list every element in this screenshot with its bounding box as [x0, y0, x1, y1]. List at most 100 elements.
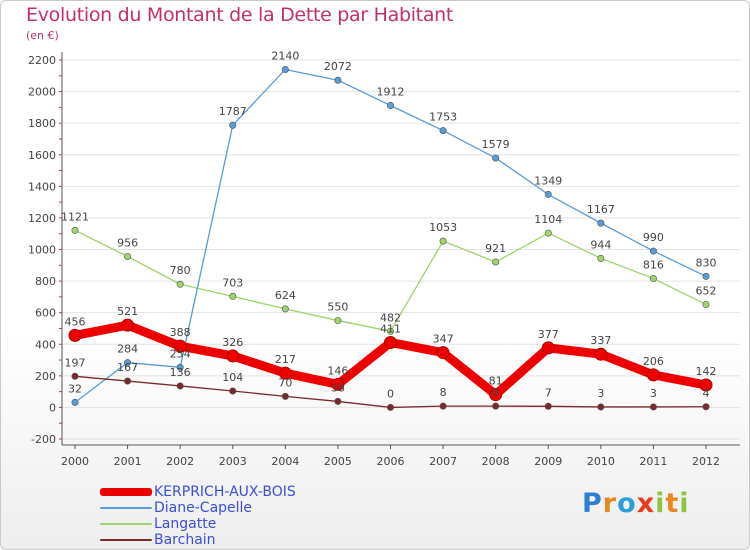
- data-point: [334, 397, 342, 405]
- data-label: 136: [170, 366, 191, 379]
- data-point: [439, 237, 447, 245]
- data-label: 8: [492, 386, 499, 399]
- data-point: [331, 377, 345, 391]
- data-point: [71, 226, 79, 234]
- data-point: [489, 388, 503, 402]
- data-point: [173, 339, 187, 353]
- data-label: 780: [170, 264, 191, 277]
- data-point: [229, 387, 237, 395]
- y-tick-label: 1200: [28, 212, 56, 225]
- data-label: 482: [380, 311, 401, 324]
- y-tick-label: 2000: [28, 86, 56, 99]
- x-tick-label: 2001: [114, 455, 142, 468]
- data-label: 1053: [429, 221, 457, 234]
- data-label: 167: [117, 361, 138, 374]
- data-label: 32: [68, 382, 82, 395]
- legend-swatch: [100, 507, 152, 509]
- data-point: [597, 219, 605, 227]
- logo-letter: t: [665, 488, 680, 519]
- data-label: 456: [65, 315, 86, 328]
- legend-swatch: [100, 539, 152, 541]
- data-label: 197: [65, 356, 86, 369]
- x-tick-label: 2011: [639, 455, 667, 468]
- data-point: [597, 254, 605, 262]
- x-tick-label: 2004: [271, 455, 299, 468]
- data-point: [229, 121, 237, 129]
- data-point: [281, 305, 289, 313]
- legend-swatch: [100, 488, 152, 496]
- x-tick-label: 2006: [377, 455, 405, 468]
- data-point: [176, 382, 184, 390]
- data-point: [649, 247, 657, 255]
- data-label: 2140: [271, 49, 299, 62]
- data-point: [334, 76, 342, 84]
- logo-letter: i: [679, 488, 690, 519]
- data-point: [386, 327, 394, 335]
- data-point: [124, 252, 132, 260]
- data-point: [226, 349, 240, 363]
- data-point: [702, 403, 710, 411]
- data-point: [544, 229, 552, 237]
- data-label: 652: [696, 284, 717, 297]
- data-label: 624: [275, 289, 296, 302]
- data-label: 1121: [61, 210, 89, 223]
- x-tick-label: 2002: [166, 455, 194, 468]
- data-point: [386, 403, 394, 411]
- data-label: 550: [327, 301, 348, 314]
- data-label: 1787: [219, 105, 247, 118]
- data-point: [492, 402, 500, 410]
- data-point: [646, 368, 660, 382]
- data-label: 7: [545, 386, 552, 399]
- axes: -200 0 200 400 600 800 1000 1200 1400 1600 1800 200…: [28, 52, 740, 468]
- data-label: 1104: [534, 213, 562, 226]
- data-point: [597, 403, 605, 411]
- x-tick-label: 2009: [534, 455, 562, 468]
- data-label: 104: [222, 371, 243, 384]
- data-label: 146: [327, 364, 348, 377]
- data-point: [436, 346, 450, 360]
- data-point: [699, 378, 713, 392]
- legend-item: Diane-Capelle: [100, 500, 360, 516]
- data-point: [702, 272, 710, 280]
- x-tick-label: 2012: [692, 455, 720, 468]
- data-label: 388: [170, 326, 191, 339]
- data-label: 411: [380, 323, 401, 336]
- unit-label: (en €): [26, 29, 59, 42]
- y-tick-label: 1600: [28, 149, 56, 162]
- data-point: [386, 101, 394, 109]
- legend-label: Diane-Capelle: [154, 500, 253, 516]
- data-point: [124, 377, 132, 385]
- data-point: [649, 275, 657, 283]
- legend-item: KERPRICH-AUX-BOIS: [100, 484, 360, 500]
- data-label: 1349: [534, 174, 562, 187]
- data-label: 326: [222, 336, 243, 349]
- data-label: 944: [590, 238, 611, 251]
- data-label: 1167: [587, 203, 615, 216]
- x-tick-label: 2008: [482, 455, 510, 468]
- data-label: 921: [485, 242, 506, 255]
- data-point: [702, 300, 710, 308]
- y-tick-label: 800: [35, 275, 56, 288]
- data-label: 347: [433, 333, 454, 346]
- legend-item: Langatte: [100, 516, 360, 532]
- data-point: [541, 341, 555, 355]
- data-point: [439, 402, 447, 410]
- chart-title: Evolution du Montant de la Dette par Hab…: [26, 4, 454, 26]
- data-point: [492, 258, 500, 266]
- data-label: 521: [117, 305, 138, 318]
- logo-letter: P: [582, 488, 603, 519]
- data-label: 1579: [482, 138, 510, 151]
- x-tick-label: 2010: [587, 455, 615, 468]
- proxiti-logo: Proxiti: [582, 488, 690, 519]
- logo-letter: o: [617, 488, 637, 519]
- data-point: [229, 292, 237, 300]
- data-point: [281, 65, 289, 73]
- legend-swatch: [100, 523, 152, 525]
- logo-letter: r: [602, 488, 618, 519]
- data-label: 70: [278, 376, 292, 389]
- data-label: 1753: [429, 111, 457, 124]
- data-point: [176, 280, 184, 288]
- data-point: [278, 366, 292, 380]
